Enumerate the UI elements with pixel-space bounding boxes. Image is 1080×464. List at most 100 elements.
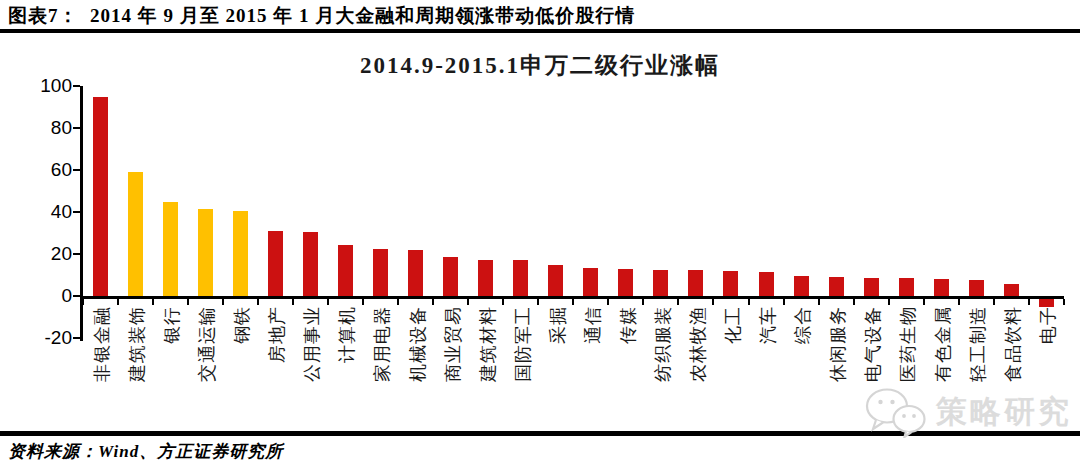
x-axis-label-轻工制造: 轻工制造 bbox=[966, 306, 986, 398]
x-axis-label-交通运输: 交通运输 bbox=[195, 306, 215, 398]
x-axis-tick bbox=[397, 299, 399, 305]
x-axis-label-机械设备: 机械设备 bbox=[406, 306, 426, 398]
y-axis-tick-label: -20 bbox=[20, 328, 72, 348]
x-axis-label-计算机: 计算机 bbox=[335, 306, 355, 398]
bar-纺织服装 bbox=[653, 270, 668, 296]
bar-化工 bbox=[723, 271, 738, 296]
y-axis-tick bbox=[73, 85, 80, 87]
x-axis-label-传媒: 传媒 bbox=[616, 306, 636, 398]
bar-农林牧渔 bbox=[688, 270, 703, 296]
x-axis-label-非银金融: 非银金融 bbox=[90, 306, 110, 398]
y-axis-tick-label: 60 bbox=[20, 160, 72, 180]
x-axis-tick bbox=[152, 299, 154, 305]
bar-家用电器 bbox=[373, 249, 388, 296]
bar-公用事业 bbox=[303, 232, 318, 296]
x-axis-tick bbox=[117, 299, 119, 305]
x-axis-label-银行: 银行 bbox=[160, 306, 180, 398]
y-axis-tick bbox=[73, 169, 80, 171]
x-axis-tick bbox=[923, 299, 925, 305]
x-axis-tick bbox=[467, 299, 469, 305]
x-axis-label-家用电器: 家用电器 bbox=[370, 306, 390, 398]
research-report-figure: 图表7： 2014 年 9 月至 2015 年 1 月大金融和周期领涨带动低价股… bbox=[0, 0, 1080, 464]
x-axis-label-钢铁: 钢铁 bbox=[230, 306, 250, 398]
bar-非银金融 bbox=[93, 97, 108, 297]
x-axis-tick bbox=[572, 299, 574, 305]
bar-有色金属 bbox=[934, 279, 949, 296]
x-axis-tick bbox=[257, 299, 259, 305]
x-axis-tick bbox=[818, 299, 820, 305]
bar-机械设备 bbox=[408, 250, 423, 296]
bar-食品饮料 bbox=[1004, 284, 1019, 296]
y-axis-tick-label: 80 bbox=[20, 118, 72, 138]
bar-建筑材料 bbox=[478, 260, 493, 296]
x-axis-tick bbox=[607, 299, 609, 305]
y-axis-tick-label: 100 bbox=[20, 76, 72, 96]
bar-钢铁 bbox=[233, 211, 248, 296]
x-axis-label-国防军工: 国防军工 bbox=[511, 306, 531, 398]
x-axis-tick bbox=[642, 299, 644, 305]
bar-chart-plot-area: 100 80 60 40 20 0 -20 非银金融建筑装饰银行交通运输钢铁房地产公用事业计算… bbox=[0, 0, 1080, 464]
x-axis-tick bbox=[853, 299, 855, 305]
x-axis-tick bbox=[993, 299, 995, 305]
bar-通信 bbox=[583, 268, 598, 296]
y-axis-tick bbox=[73, 211, 80, 213]
bar-综合 bbox=[794, 276, 809, 296]
x-axis-tick bbox=[222, 299, 224, 305]
x-axis-label-汽车: 汽车 bbox=[756, 306, 776, 398]
x-axis-label-休闲服务: 休闲服务 bbox=[826, 306, 846, 398]
x-axis-label-综合: 综合 bbox=[791, 306, 811, 398]
x-axis-tick bbox=[677, 299, 679, 305]
bar-轻工制造 bbox=[969, 280, 984, 296]
x-axis-tick bbox=[783, 299, 785, 305]
x-axis-label-通信: 通信 bbox=[581, 306, 601, 398]
x-axis-tick bbox=[958, 299, 960, 305]
x-axis-label-公用事业: 公用事业 bbox=[300, 306, 320, 398]
x-axis-label-建筑装饰: 建筑装饰 bbox=[125, 306, 145, 398]
x-axis-tick bbox=[292, 299, 294, 305]
bar-休闲服务 bbox=[829, 277, 844, 296]
y-axis-tick-label: 20 bbox=[20, 244, 72, 264]
x-axis-tick bbox=[327, 299, 329, 305]
x-axis-label-建筑材料: 建筑材料 bbox=[476, 306, 496, 398]
x-axis-label-食品饮料: 食品饮料 bbox=[1001, 306, 1021, 398]
x-axis-tick bbox=[712, 299, 714, 305]
bar-房地产 bbox=[268, 231, 283, 296]
bar-计算机 bbox=[338, 245, 353, 296]
x-axis-label-电子: 电子 bbox=[1036, 306, 1056, 398]
x-axis-tick bbox=[1063, 299, 1065, 305]
x-axis-tick bbox=[187, 299, 189, 305]
x-axis-label-纺织服装: 纺织服装 bbox=[651, 306, 671, 398]
bar-建筑装饰 bbox=[128, 172, 143, 296]
x-axis-label-房地产: 房地产 bbox=[265, 306, 285, 398]
x-axis-tick bbox=[537, 299, 539, 305]
x-axis-tick bbox=[748, 299, 750, 305]
x-axis-tick bbox=[502, 299, 504, 305]
y-axis-tick bbox=[73, 295, 80, 297]
x-axis-label-电气设备: 电气设备 bbox=[861, 306, 881, 398]
x-axis-label-农林牧渔: 农林牧渔 bbox=[686, 306, 706, 398]
y-axis-tick-label: 40 bbox=[20, 202, 72, 222]
bar-传媒 bbox=[618, 269, 633, 296]
x-axis-label-化工: 化工 bbox=[721, 306, 741, 398]
x-axis-tick bbox=[362, 299, 364, 305]
bar-银行 bbox=[163, 202, 178, 297]
x-axis-label-有色金属: 有色金属 bbox=[931, 306, 951, 398]
y-axis-tick-label: 0 bbox=[20, 286, 72, 306]
bar-电气设备 bbox=[864, 278, 879, 296]
x-axis-tick bbox=[1028, 299, 1030, 305]
x-axis-label-采掘: 采掘 bbox=[546, 306, 566, 398]
y-axis-tick bbox=[73, 127, 80, 129]
bar-商业贸易 bbox=[443, 257, 458, 296]
x-axis-tick bbox=[888, 299, 890, 305]
y-axis-tick bbox=[73, 337, 80, 339]
x-axis-label-商业贸易: 商业贸易 bbox=[441, 306, 461, 398]
bar-国防军工 bbox=[513, 260, 528, 296]
x-axis-tick bbox=[82, 299, 84, 305]
x-axis-tick bbox=[432, 299, 434, 305]
x-axis-label-医药生物: 医药生物 bbox=[896, 306, 916, 398]
bar-汽车 bbox=[759, 272, 774, 296]
y-axis-tick bbox=[73, 253, 80, 255]
bar-采掘 bbox=[548, 265, 563, 296]
bar-交通运输 bbox=[198, 209, 213, 296]
bar-医药生物 bbox=[899, 278, 914, 296]
